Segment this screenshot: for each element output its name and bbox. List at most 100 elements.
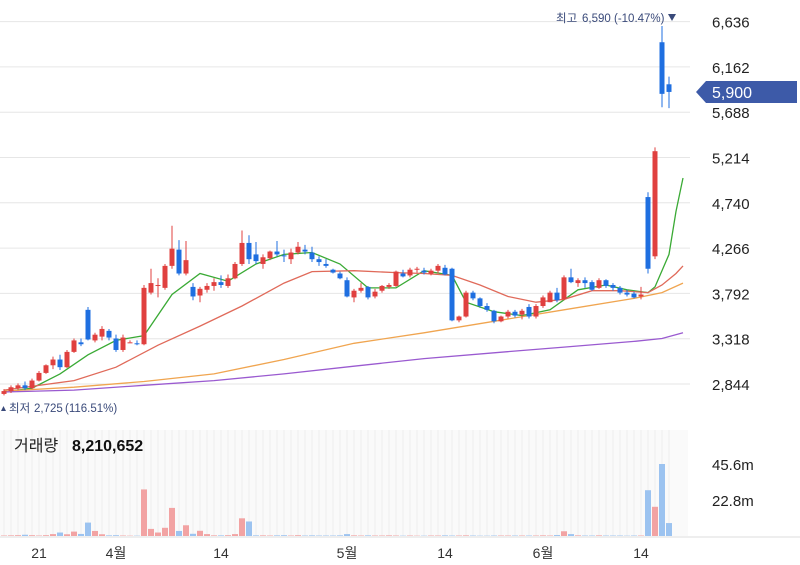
volume-bar: [652, 506, 658, 536]
price-tick-label: 5,688: [712, 105, 750, 122]
price-tick-label: 4,266: [712, 241, 750, 258]
candle-body: [155, 284, 161, 286]
candle-body: [533, 306, 539, 317]
candle-body: [589, 282, 595, 290]
volume-bar: [106, 535, 112, 536]
candle-body: [232, 263, 238, 279]
candle-body: [309, 252, 315, 260]
volume-bar: [337, 535, 343, 536]
ma-line-ma120: [3, 332, 684, 393]
price-tick-label: 3,792: [712, 286, 750, 303]
volume-bar: [211, 535, 217, 536]
volume-bar: [15, 535, 21, 536]
candle-body: [330, 269, 336, 273]
volume-header: 거래량 8,210,652: [14, 437, 143, 455]
candle-body: [302, 249, 308, 252]
volume-bar: [666, 523, 672, 536]
volume-bar: [113, 535, 119, 536]
volume-value: 8,210,652: [72, 438, 143, 455]
volume-bar: [169, 507, 175, 536]
candle-body: [421, 270, 427, 273]
candle-body: [498, 316, 504, 322]
price-tick-label: 4,740: [712, 196, 750, 213]
price-tick-label: 6,636: [712, 15, 750, 32]
volume-bar: [92, 530, 98, 536]
candle-body: [596, 280, 602, 288]
volume-bar: [197, 530, 203, 536]
volume-bar: [442, 535, 448, 536]
candle-body: [386, 284, 392, 287]
volume-bar: [232, 534, 238, 536]
date-tick-label: 4월: [106, 545, 127, 561]
low-annotation: 최저 2,725 (116.51%): [1, 402, 117, 415]
volume-bar: [246, 521, 252, 536]
candle-body: [659, 42, 665, 94]
candle-body: [92, 334, 98, 341]
price-tick-label: 3,318: [712, 332, 750, 349]
candle-body: [183, 260, 189, 274]
ma-line-ma60: [3, 282, 684, 392]
volume-bar: [540, 535, 546, 536]
candle-body: [316, 259, 322, 263]
volume-bar: [561, 531, 567, 536]
price-axis: 2,844 3,318 3,792 4,266 4,740 5,214 5,688 6,162…: [712, 15, 750, 394]
volume-bar: [22, 534, 28, 536]
candle-body: [50, 359, 56, 366]
high-pct: (-10.47%): [614, 13, 665, 25]
candle-body: [267, 251, 273, 259]
candle-body: [295, 246, 301, 253]
price-tick-label: 2,844: [712, 377, 750, 394]
candle-body: [610, 284, 616, 288]
candle-body: [113, 338, 119, 350]
ma-line-ma20: [3, 265, 684, 391]
date-tick-label: 6월: [533, 545, 554, 561]
high-value: 6,590: [582, 13, 611, 25]
candle-body: [120, 337, 126, 350]
candle-body: [456, 316, 462, 321]
volume-bar: [575, 535, 581, 536]
low-pct: (116.51%): [65, 403, 117, 415]
candle-body: [414, 268, 420, 270]
candle-body: [624, 292, 630, 295]
volume-bar: [99, 534, 105, 536]
candle-body: [666, 84, 672, 92]
candle-body: [197, 288, 203, 296]
candlestick-series: [1, 25, 672, 396]
volume-bar: [64, 534, 70, 536]
candle-body: [365, 286, 371, 298]
candle-body: [78, 342, 84, 345]
candle-body: [372, 291, 378, 297]
volume-bar: [204, 534, 210, 536]
candle-body: [519, 310, 525, 315]
candle-body: [190, 286, 196, 297]
candle-body: [323, 263, 329, 266]
volume-bar: [148, 528, 154, 536]
volume-bar: [253, 535, 259, 536]
candle-body: [582, 280, 588, 284]
volume-bar: [596, 535, 602, 536]
volume-bar: [554, 535, 560, 536]
high-marker-icon: [668, 14, 676, 21]
moving-average-lines: [3, 177, 684, 393]
candle-body: [638, 294, 644, 297]
candle-body: [281, 255, 287, 257]
volume-bar: [659, 464, 665, 536]
candle-body: [407, 269, 413, 276]
candle-body: [540, 297, 546, 307]
candle-body: [43, 365, 49, 373]
volume-bar: [239, 518, 245, 536]
candle-body: [505, 311, 511, 317]
price-tag-icon: [696, 81, 797, 103]
candle-body: [449, 268, 455, 321]
volume-bar: [190, 533, 196, 536]
volume-bar: [176, 530, 182, 536]
volume-bar: [274, 535, 280, 536]
volume-bar: [57, 532, 63, 536]
candle-body: [8, 387, 14, 392]
candle-body: [652, 151, 658, 257]
candle-body: [575, 280, 581, 284]
candle-body: [470, 292, 476, 299]
date-tick-label: 14: [213, 545, 229, 561]
volume-tick-label: 22.8m: [712, 493, 754, 510]
